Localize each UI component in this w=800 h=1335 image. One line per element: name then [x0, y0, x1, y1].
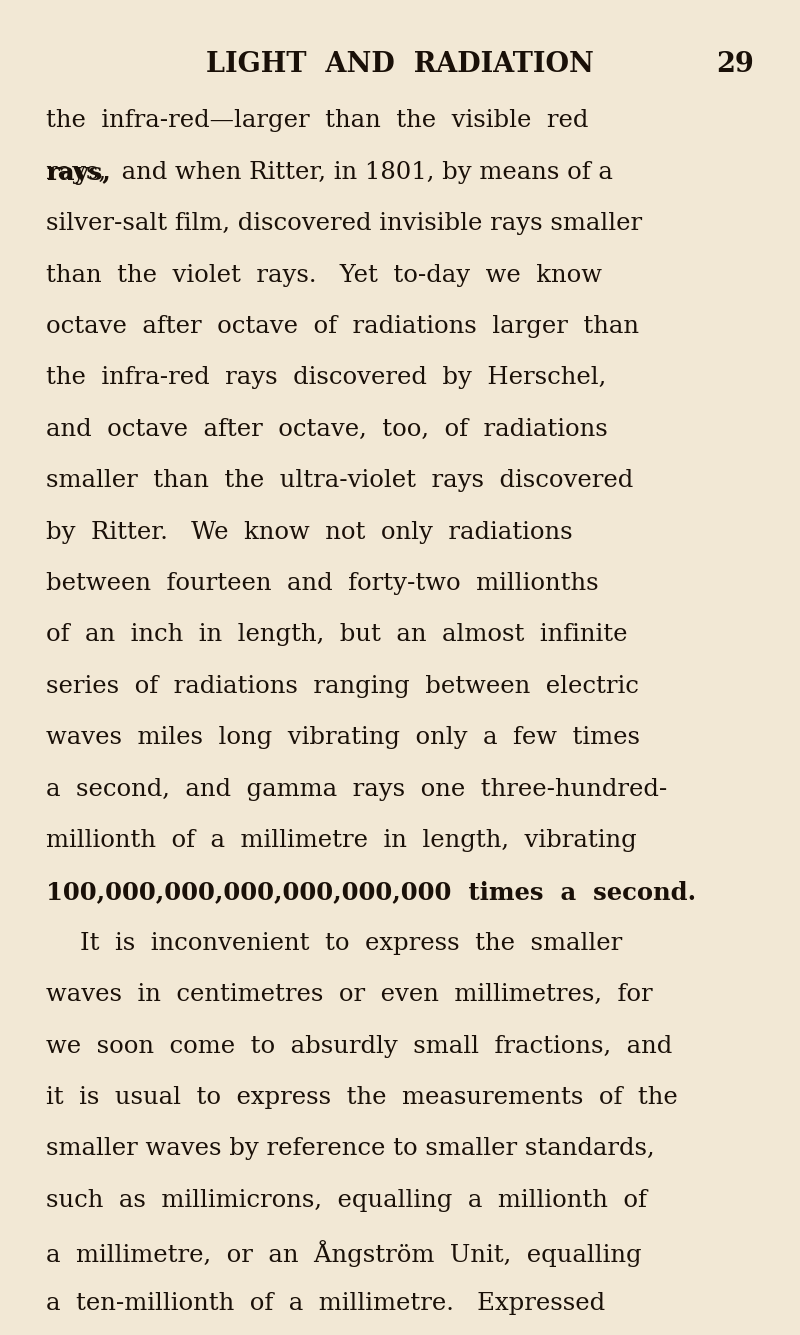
Text: than  the  violet  rays.   Yet  to-day  we  know: than the violet rays. Yet to-day we know [46, 263, 602, 287]
Text: series  of  radiations  ranging  between  electric: series of radiations ranging between ele… [46, 674, 639, 698]
Text: such  as  millimicrons,  equalling  a  millionth  of: such as millimicrons, equalling a millio… [46, 1188, 647, 1212]
Text: and  octave  after  octave,  too,  of  radiations: and octave after octave, too, of radiati… [46, 418, 608, 441]
Text: the  infra-red  rays  discovered  by  Herschel,: the infra-red rays discovered by Hersche… [46, 366, 606, 390]
Text: we  soon  come  to  absurdly  small  fractions,  and: we soon come to absurdly small fractions… [46, 1035, 673, 1057]
Text: a  ten-millionth  of  a  millimetre.   Expressed: a ten-millionth of a millimetre. Express… [46, 1291, 606, 1315]
Text: between  fourteen  and  forty-two  millionths: between fourteen and forty-two millionth… [46, 571, 599, 595]
Text: smaller  than  the  ultra-violet  rays  discovered: smaller than the ultra-violet rays disco… [46, 469, 634, 493]
Text: waves  miles  long  vibrating  only  a  few  times: waves miles long vibrating only a few ti… [46, 726, 640, 749]
Text: rays,: rays, [46, 160, 111, 184]
Text: by  Ritter.   We  know  not  only  radiations: by Ritter. We know not only radiations [46, 521, 573, 543]
Text: the  infra-red—larger  than  the  visible  red: the infra-red—larger than the visible re… [46, 109, 589, 132]
Text: 100,000,000,000,000,000,000  times  a  second.: 100,000,000,000,000,000,000 times a seco… [46, 880, 697, 904]
Text: rays,  and when Ritter, in 1801, by means of a: rays, and when Ritter, in 1801, by means… [46, 160, 614, 184]
Text: a  second,  and  gamma  rays  one  three-hundred-: a second, and gamma rays one three-hundr… [46, 777, 668, 801]
Text: smaller waves by reference to smaller standards,: smaller waves by reference to smaller st… [46, 1137, 655, 1160]
Text: silver-salt film, discovered invisible rays smaller: silver-salt film, discovered invisible r… [46, 212, 642, 235]
Text: It  is  inconvenient  to  express  the  smaller: It is inconvenient to express the smalle… [80, 932, 622, 955]
Text: 29: 29 [716, 51, 754, 77]
Text: of  an  inch  in  length,  but  an  almost  infinite: of an inch in length, but an almost infi… [46, 623, 628, 646]
Text: LIGHT  AND  RADIATION: LIGHT AND RADIATION [206, 51, 594, 77]
Text: a  millimetre,  or  an  Ångström  Unit,  equalling: a millimetre, or an Ångström Unit, equal… [46, 1240, 642, 1267]
Text: octave  after  octave  of  radiations  larger  than: octave after octave of radiations larger… [46, 315, 639, 338]
Text: waves  in  centimetres  or  even  millimetres,  for: waves in centimetres or even millimetres… [46, 983, 653, 1007]
Text: millionth  of  a  millimetre  in  length,  vibrating: millionth of a millimetre in length, vib… [46, 829, 637, 852]
Text: it  is  usual  to  express  the  measurements  of  the: it is usual to express the measurements … [46, 1085, 678, 1109]
